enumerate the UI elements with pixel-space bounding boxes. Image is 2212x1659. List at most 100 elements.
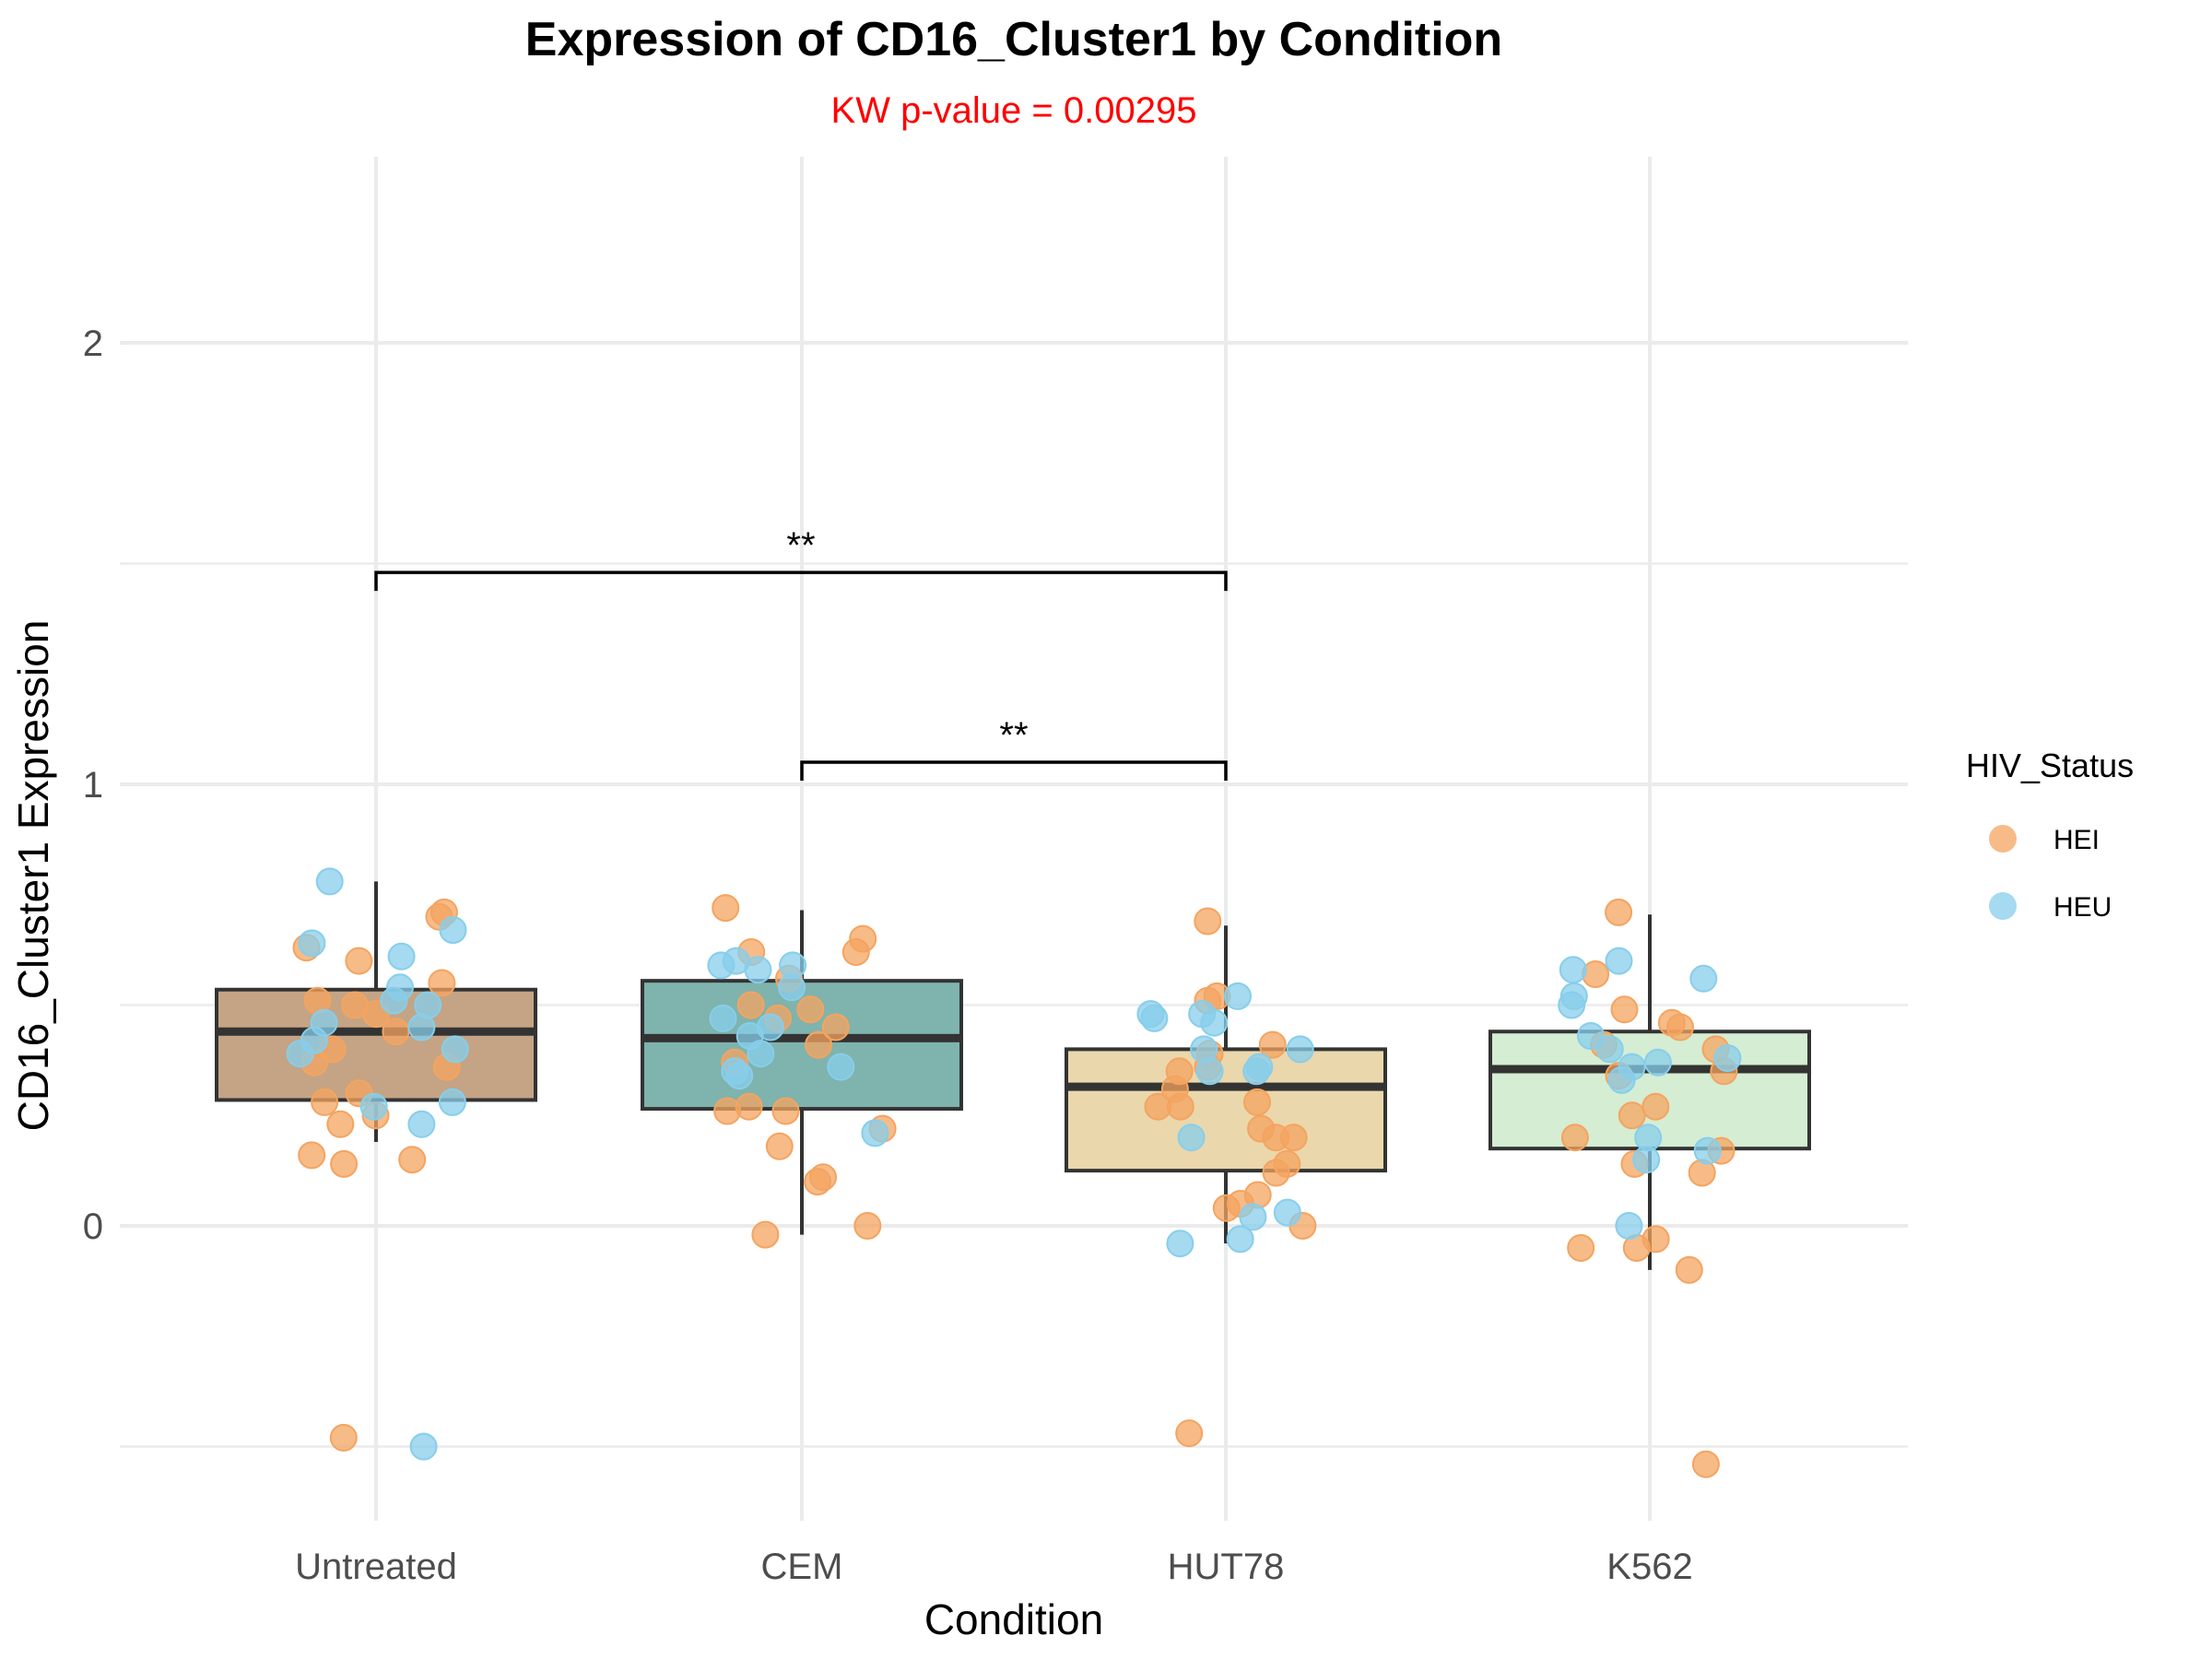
data-point-hei — [1166, 1092, 1194, 1121]
data-point-heu — [1239, 1203, 1267, 1231]
data-point-hei — [1567, 1234, 1595, 1262]
y-tick-label: 1 — [83, 765, 103, 806]
legend-title: HIV_Status — [1966, 747, 2134, 784]
comparison-bracket-untreated-vs-hut78 — [374, 571, 1228, 592]
tick-layer: Untreated CEM HUT78 K562 0 1 2 — [83, 324, 1693, 1587]
data-point-hei — [805, 1030, 833, 1059]
data-point-hei — [841, 938, 870, 966]
data-point-heu — [315, 867, 344, 896]
data-point-hei — [1279, 1124, 1308, 1152]
data-point-hei — [1175, 1419, 1204, 1448]
data-point-hei — [298, 1141, 326, 1170]
data-point-heu — [1273, 1198, 1301, 1227]
data-point-heu — [359, 1092, 388, 1121]
data-point-hei — [771, 1097, 800, 1125]
data-point-heu — [1605, 947, 1633, 975]
legend-label-heu: HEU — [2053, 892, 2112, 923]
data-point-hei — [1691, 1450, 1720, 1478]
data-point-hei — [1675, 1255, 1703, 1284]
box-hut78 — [1065, 1047, 1387, 1173]
data-point-heu — [1242, 1057, 1271, 1086]
data-point-heu — [1615, 1212, 1643, 1240]
data-point-hei — [1212, 1194, 1241, 1222]
data-point-hei — [1560, 1124, 1589, 1152]
data-point-hei — [311, 1088, 339, 1116]
chart-title: Expression of CD16_Cluster1 by Condition — [525, 13, 1502, 66]
data-point-hei — [1666, 1013, 1694, 1041]
legend-label-hei: HEI — [2053, 825, 2100, 855]
data-point-heu — [407, 1013, 436, 1041]
data-point-heu — [744, 956, 772, 984]
data-point-heu — [709, 1004, 737, 1032]
data-point-hei — [345, 947, 373, 975]
data-point-hei — [330, 1149, 359, 1178]
data-point-hei — [1262, 1159, 1290, 1187]
significance-label-untreated-vs-hut78: ** — [786, 525, 815, 566]
data-point-hei — [853, 1212, 882, 1240]
data-point-heu — [861, 1119, 889, 1147]
data-point-heu — [1693, 1136, 1722, 1165]
data-point-hei — [1258, 1030, 1287, 1059]
x-tick-label: K562 — [1606, 1547, 1692, 1587]
data-point-heu — [1224, 982, 1252, 1010]
data-point-hei — [428, 969, 456, 997]
data-point-heu — [1195, 1057, 1224, 1086]
data-point-hei — [1641, 1092, 1670, 1121]
data-point-hei — [382, 1018, 410, 1046]
legend-key-heu — [1989, 892, 2017, 920]
data-point-heu — [439, 916, 467, 945]
comparison-bracket-cem-vs-hut78 — [800, 760, 1228, 782]
data-point-hei — [821, 1013, 850, 1041]
chart-subtitle: KW p-value = 0.00295 — [831, 90, 1197, 131]
data-point-heu — [827, 1053, 855, 1081]
data-point-heu — [1595, 1035, 1624, 1064]
data-point-heu — [725, 1062, 754, 1090]
data-point-hei — [751, 1220, 780, 1249]
data-point-hei — [1605, 898, 1633, 926]
x-tick-label: Untreated — [295, 1547, 457, 1587]
x-axis-label: Condition — [924, 1595, 1103, 1643]
data-point-heu — [1140, 1004, 1169, 1032]
data-point-heu — [387, 942, 416, 971]
data-point-hei — [796, 995, 825, 1024]
data-point-heu — [1166, 1230, 1194, 1258]
data-point-heu — [1632, 1146, 1661, 1174]
legend-key-hei — [1989, 825, 2017, 853]
x-tick-label: HUT78 — [1168, 1547, 1285, 1587]
significance-label-cem-vs-hut78: ** — [999, 715, 1028, 756]
data-point-heu — [1607, 1065, 1636, 1094]
y-axis-label: CD16_Cluster1 Expression — [9, 620, 57, 1132]
data-point-hei — [329, 1423, 358, 1452]
data-point-heu — [1226, 1225, 1254, 1253]
data-point-heu — [1689, 964, 1718, 993]
data-point-heu — [778, 973, 806, 1002]
data-point-heu — [438, 1088, 466, 1116]
data-point-heu — [1559, 956, 1587, 984]
data-point-hei — [713, 1097, 742, 1125]
data-point-heu — [1643, 1048, 1672, 1077]
data-point-heu — [298, 929, 326, 958]
data-point-hei — [712, 894, 740, 923]
data-point-hei — [1194, 907, 1222, 935]
legend: HIV_Status HEI HEU — [1966, 747, 2134, 923]
data-point-hei — [804, 1168, 832, 1196]
y-tick-label: 2 — [83, 324, 103, 364]
data-point-heu — [286, 1040, 314, 1068]
grid-layer — [120, 157, 1908, 1521]
data-point-heu — [441, 1035, 469, 1064]
data-point-heu — [1577, 1022, 1605, 1050]
data-point-hei — [326, 1110, 355, 1138]
data-point-heu — [1286, 1035, 1314, 1064]
data-point-hei — [1610, 995, 1639, 1024]
data-point-heu — [1177, 1124, 1206, 1152]
data-point-hei — [765, 1132, 794, 1160]
data-point-hei — [1582, 960, 1610, 988]
data-point-heu — [1713, 1044, 1742, 1072]
y-tick-label: 0 — [83, 1206, 103, 1247]
data-point-hei — [398, 1146, 427, 1174]
data-point-heu — [409, 1432, 438, 1461]
data-point-heu — [707, 951, 735, 980]
data-point-hei — [1243, 1088, 1271, 1116]
data-point-heu — [407, 1110, 436, 1138]
